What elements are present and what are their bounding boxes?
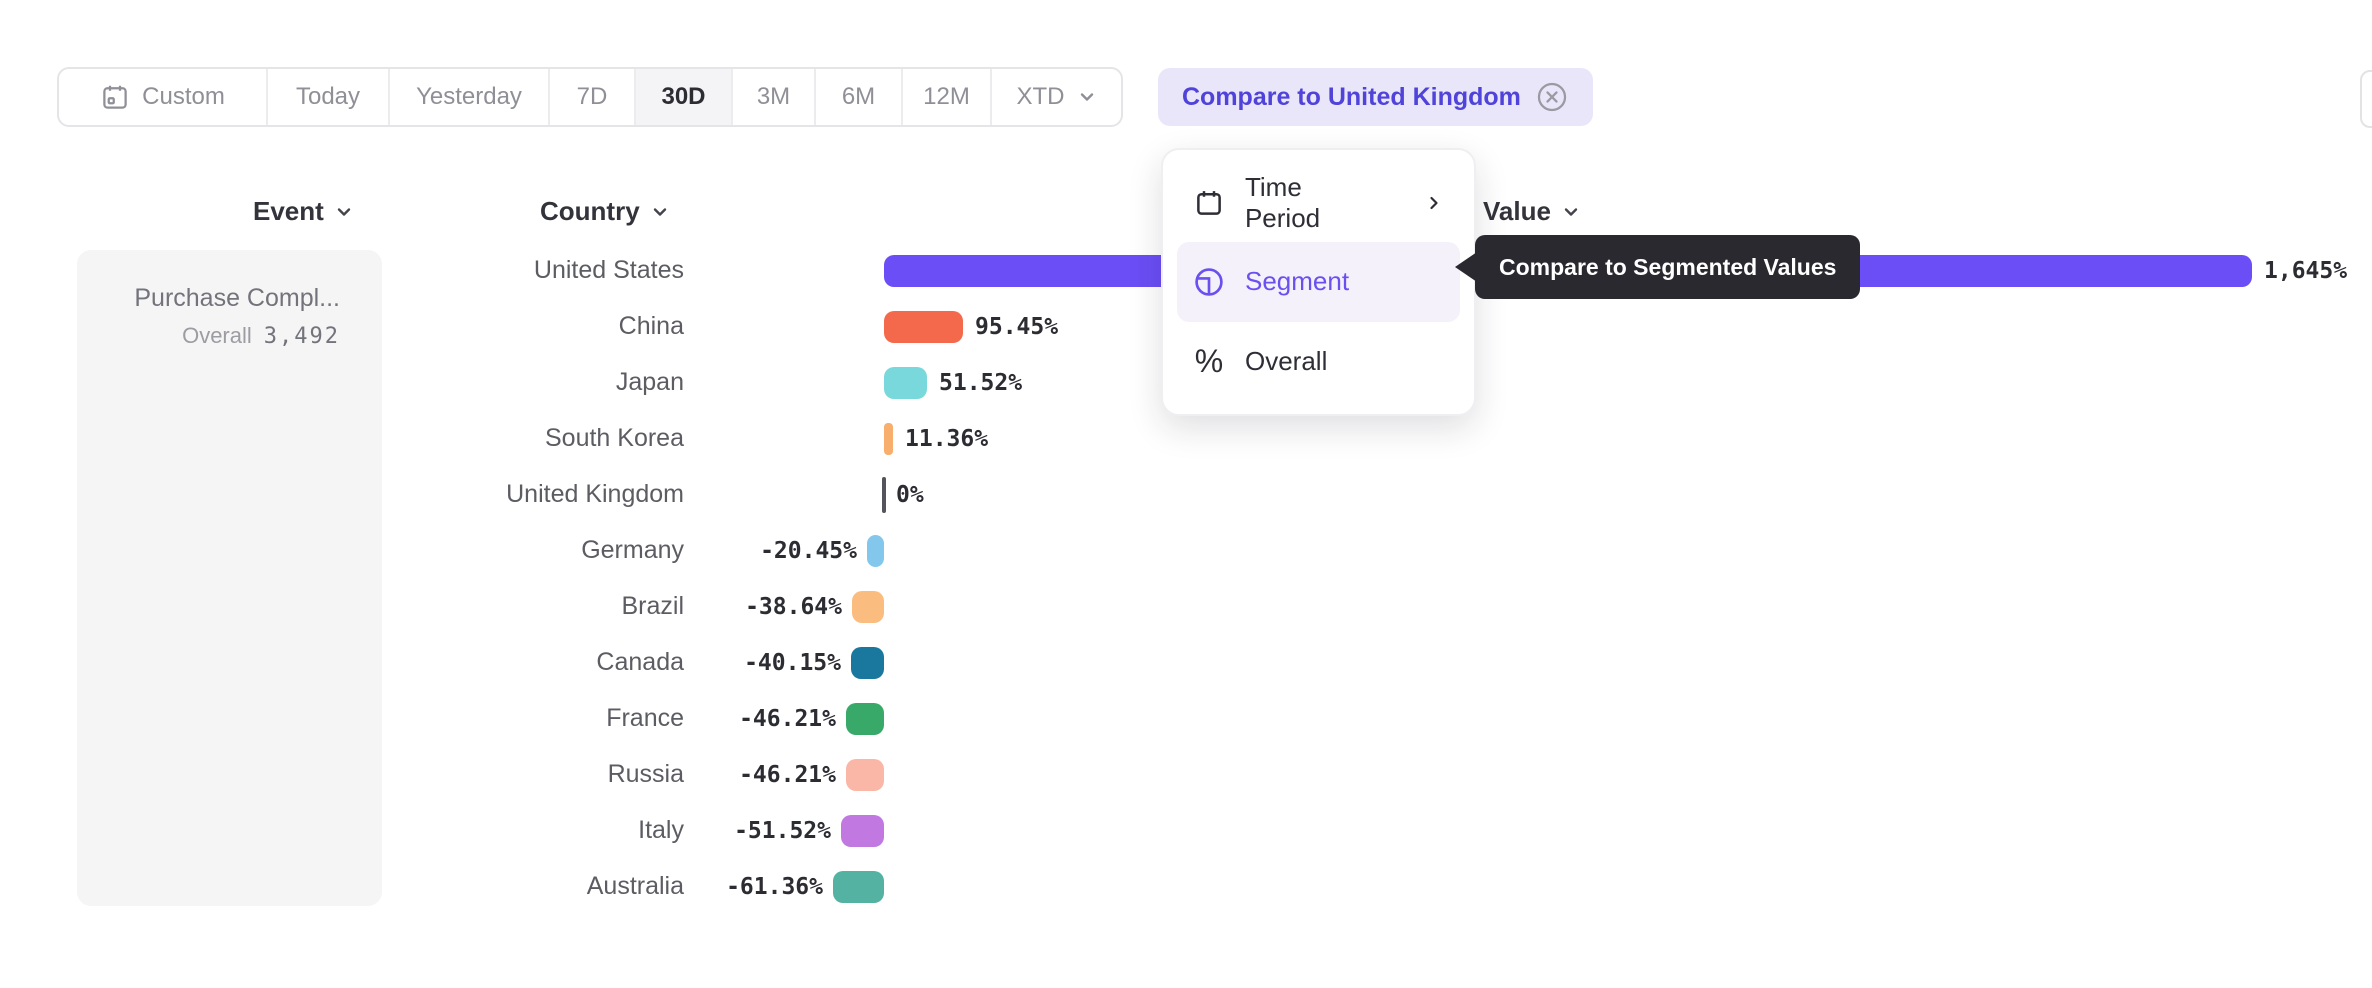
calendar-icon — [103, 85, 127, 109]
chevron-down-icon — [653, 207, 666, 216]
menu-item-overall[interactable]: % Overall — [1194, 342, 1328, 379]
date-range-today[interactable]: Today — [268, 69, 390, 125]
bar-value-label: -46.21% — [739, 762, 836, 788]
bar-value-label: -20.45% — [760, 538, 857, 564]
bar-value-label: 51.52% — [939, 370, 1023, 396]
country-label: Italy — [638, 816, 684, 844]
country-label: South Korea — [545, 424, 684, 452]
date-range-xtd[interactable]: XTD — [992, 69, 1121, 125]
bar-russia[interactable] — [846, 759, 884, 791]
bar-canada[interactable] — [851, 647, 884, 679]
country-label: China — [618, 312, 684, 340]
date-range-yesterday[interactable]: Yesterday — [390, 69, 550, 125]
remove-comparison-icon[interactable] — [1535, 80, 1569, 114]
bar-germany[interactable] — [867, 535, 884, 567]
clipped-edge-button[interactable] — [2360, 70, 2372, 128]
bar-value-label: 1,645% — [2264, 258, 2348, 284]
date-range-3m[interactable]: 3M — [733, 69, 816, 125]
tooltip-arrow — [1455, 252, 1477, 282]
bar-value-label: 95.45% — [975, 314, 1059, 340]
percent-icon: % — [1194, 342, 1224, 379]
country-label: United Kingdom — [506, 480, 684, 508]
compare-to-label: Compare to United Kingdom — [1182, 82, 1521, 111]
bar-value-label: -51.52% — [734, 818, 831, 844]
date-range-7d[interactable]: 7D — [550, 69, 636, 125]
country-label: Germany — [581, 536, 684, 564]
compare-dropdown-menu: Time Period Segment % Overall — [1161, 148, 1476, 416]
bar-australia[interactable] — [833, 871, 884, 903]
chevron-down-icon — [1080, 93, 1093, 101]
bar-france[interactable] — [846, 703, 884, 735]
calendar-icon — [1193, 187, 1225, 219]
date-range-6m[interactable]: 6M — [816, 69, 903, 125]
country-label: France — [606, 704, 684, 732]
bar-value-label: 11.36% — [905, 426, 989, 452]
compare-to-button[interactable]: Compare to United Kingdom — [1158, 68, 1593, 126]
event-column-header[interactable]: Event — [253, 196, 354, 227]
bar-china[interactable] — [884, 311, 963, 343]
bar-value-label: -46.21% — [739, 706, 836, 732]
chevron-down-icon — [1564, 207, 1578, 216]
country-label: Russia — [607, 760, 684, 788]
chevron-right-icon — [1430, 196, 1438, 209]
country-label: Brazil — [621, 592, 684, 620]
event-card[interactable]: Purchase Compl... Overall 3,492 — [77, 250, 382, 906]
country-column-header[interactable]: Country — [540, 196, 670, 227]
country-label: United States — [533, 256, 684, 284]
menu-item-segment[interactable]: Segment — [1177, 242, 1460, 322]
chevron-down-icon — [337, 207, 351, 216]
bar-italy[interactable] — [841, 815, 884, 847]
segment-tooltip: Compare to Segmented Values — [1455, 235, 1861, 299]
event-name: Purchase Compl... — [134, 284, 340, 312]
event-overall-count: Overall 3,492 — [182, 323, 340, 349]
bar-japan[interactable] — [884, 367, 927, 399]
date-range-custom[interactable]: Custom — [59, 69, 268, 125]
country-label: Japan — [615, 368, 684, 396]
date-range-label: Custom — [142, 83, 225, 110]
bar-brazil[interactable] — [852, 591, 884, 623]
date-range-30d[interactable]: 30D — [636, 69, 733, 125]
bar-south-korea[interactable] — [884, 423, 893, 455]
segment-icon — [1193, 266, 1225, 298]
bar-value-label: 0% — [896, 482, 924, 508]
date-range-toolbar: Custom Today Yesterday 7D 30D 3M 6M 12M … — [57, 67, 1123, 127]
bar-value-label: -38.64% — [745, 594, 842, 620]
bar-united-kingdom[interactable] — [882, 477, 886, 513]
tooltip-text: Compare to Segmented Values — [1499, 253, 1837, 280]
country-label: Australia — [586, 872, 684, 900]
bar-value-label: -61.36% — [726, 874, 823, 900]
country-label: Canada — [596, 648, 684, 676]
bar-value-label: -40.15% — [744, 650, 841, 676]
date-range-12m[interactable]: 12M — [903, 69, 992, 125]
value-column-header[interactable]: Value — [1483, 196, 1581, 227]
menu-item-time-period[interactable]: Time Period — [1177, 163, 1460, 242]
